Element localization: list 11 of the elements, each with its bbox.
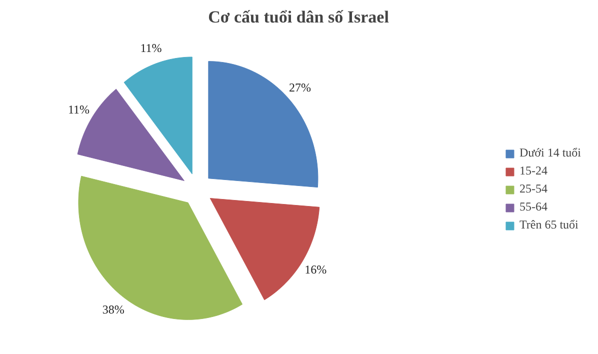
data-label: 11%	[68, 102, 90, 116]
legend-label: 15-24	[519, 164, 548, 178]
legend-label: Trên 65 tuổi	[519, 218, 578, 232]
data-label: 38%	[102, 302, 124, 317]
data-label: 27%	[289, 80, 312, 95]
chart-title: Cơ cấu tuổi dân số Israel	[208, 8, 390, 26]
legend-label: 25-54	[519, 182, 548, 196]
legend-label: 55-64	[519, 200, 548, 214]
legend-label: Dưới 14 tuổi	[519, 146, 581, 160]
data-label: 16%	[304, 262, 327, 277]
data-label: 11%	[140, 41, 162, 56]
